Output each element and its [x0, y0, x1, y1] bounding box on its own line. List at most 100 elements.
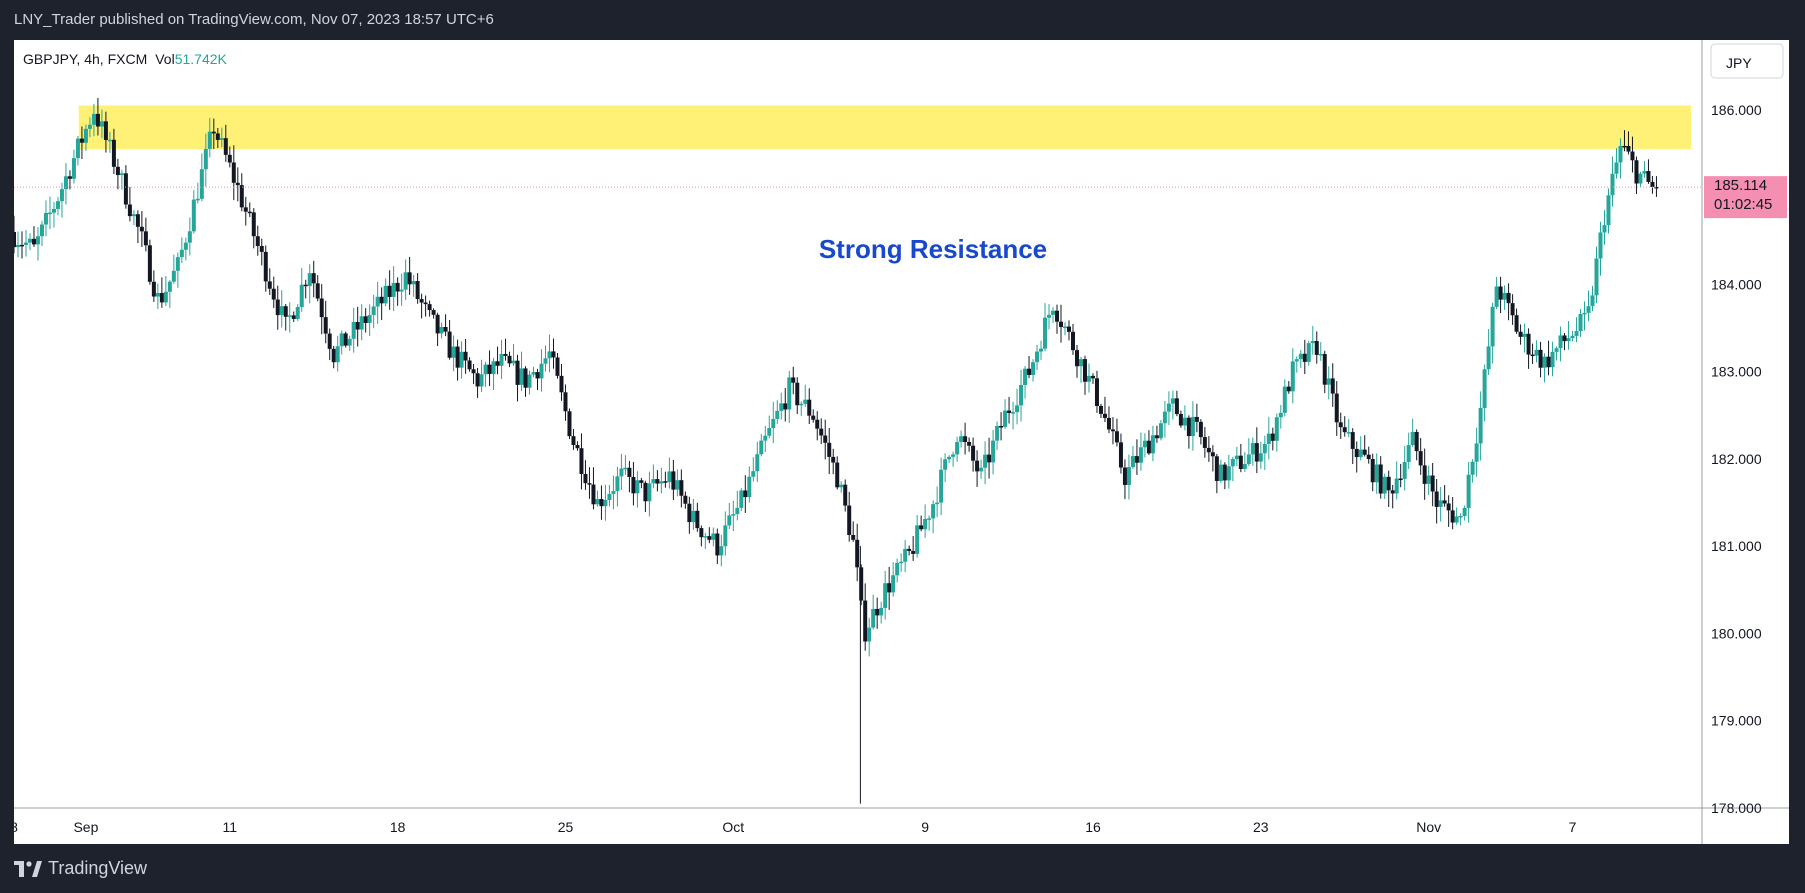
- candle-body: [811, 415, 816, 420]
- candle-body: [367, 315, 372, 323]
- candle: [991, 429, 996, 475]
- candle-body: [1486, 346, 1491, 370]
- candle-body: [419, 299, 424, 303]
- currency-button[interactable]: JPY: [1710, 43, 1784, 79]
- candle-body: [199, 169, 204, 199]
- candle: [1298, 349, 1303, 368]
- time-axis[interactable]: 8 Sep 11 18 25 Oct 9 16 23 Nov 7: [10, 819, 1577, 835]
- candle: [1578, 309, 1583, 337]
- candle-body: [1390, 490, 1395, 494]
- candle-body: [191, 199, 196, 232]
- candle: [1086, 363, 1091, 393]
- candle: [963, 422, 968, 455]
- candle: [675, 469, 680, 497]
- candle-body: [1282, 386, 1287, 413]
- currency-button-bg[interactable]: [1710, 43, 1784, 79]
- candlestick-chart[interactable]: Strong Resistance 178.000179.000180.0001…: [10, 40, 1789, 844]
- candle: [1502, 285, 1507, 311]
- candle: [1234, 446, 1239, 467]
- candle: [843, 479, 848, 512]
- candle: [563, 384, 568, 421]
- candle: [1582, 301, 1587, 331]
- candle-body: [595, 499, 600, 505]
- candle-body: [255, 236, 260, 247]
- candle-body: [99, 121, 104, 127]
- candle: [1342, 416, 1347, 437]
- chart-frame[interactable]: Strong Resistance 178.000 179.000 180.000 1…: [10, 40, 1789, 844]
- candle-body: [1174, 398, 1179, 414]
- candle: [1290, 348, 1295, 404]
- candle: [419, 293, 424, 319]
- candle-body: [947, 456, 952, 460]
- candle: [671, 460, 676, 501]
- candle: [27, 233, 32, 251]
- candle: [239, 173, 244, 212]
- candle-body: [795, 382, 800, 406]
- candle-body: [119, 173, 124, 176]
- candle: [291, 311, 296, 322]
- candle-body: [1278, 412, 1283, 418]
- price-tick-label: 184.000: [1711, 276, 1762, 292]
- candle-body: [1059, 321, 1064, 327]
- candle: [447, 320, 452, 360]
- price-axis[interactable]: 178.000 179.000 180.000 181.000 182.000 183.0…: [1711, 102, 1762, 816]
- candle: [1150, 425, 1155, 462]
- candle-body: [1610, 173, 1615, 196]
- candle: [23, 230, 28, 257]
- candle-body: [859, 567, 864, 601]
- candle-body: [551, 351, 556, 358]
- candle-body: [711, 533, 716, 540]
- candle: [1174, 390, 1179, 417]
- candle: [83, 124, 88, 151]
- candle: [511, 343, 516, 366]
- candle: [271, 276, 276, 309]
- candle: [1098, 403, 1103, 418]
- currency-button-label[interactable]: JPY: [1726, 55, 1752, 71]
- candle: [1146, 430, 1151, 456]
- candle-body: [523, 368, 528, 388]
- candle: [503, 338, 508, 361]
- candle: [99, 109, 104, 139]
- candle-body: [655, 479, 660, 484]
- candle-body: [687, 503, 692, 523]
- candle-body: [1322, 354, 1327, 385]
- candle-body: [1438, 500, 1443, 507]
- candle-body: [1190, 416, 1195, 437]
- candle-body: [59, 189, 64, 202]
- candle: [935, 486, 940, 518]
- candle: [219, 127, 224, 148]
- candle: [859, 564, 864, 606]
- candle: [795, 377, 800, 414]
- candle: [1027, 355, 1032, 379]
- time-tick-label: 11: [223, 819, 238, 835]
- candle: [1170, 390, 1175, 420]
- candle-body: [83, 128, 88, 143]
- candle: [799, 401, 804, 416]
- candle-body: [1138, 447, 1143, 463]
- candle: [1118, 433, 1123, 474]
- candle: [891, 562, 896, 597]
- candle: [259, 238, 264, 266]
- candle-body: [855, 539, 860, 568]
- candle: [615, 466, 620, 507]
- candle: [499, 339, 504, 379]
- candle-body: [1526, 333, 1531, 355]
- candle-body: [175, 257, 180, 271]
- candle-body: [1598, 232, 1603, 259]
- candle-body: [731, 514, 736, 516]
- candle-body: [403, 272, 408, 290]
- candle-body: [539, 363, 544, 379]
- candle: [711, 527, 716, 547]
- candle-body: [1110, 429, 1115, 432]
- candle: [1214, 453, 1219, 494]
- price-tick-label: 182.000: [1711, 451, 1762, 467]
- candle: [1250, 437, 1255, 466]
- candle-body: [295, 307, 300, 319]
- candle: [1047, 304, 1052, 330]
- candle-body: [959, 436, 964, 443]
- candle-body: [783, 403, 788, 410]
- candle: [995, 421, 1000, 450]
- candle-body: [443, 327, 448, 332]
- tradingview-brand[interactable]: TradingView: [14, 858, 147, 879]
- candle-body: [287, 315, 292, 317]
